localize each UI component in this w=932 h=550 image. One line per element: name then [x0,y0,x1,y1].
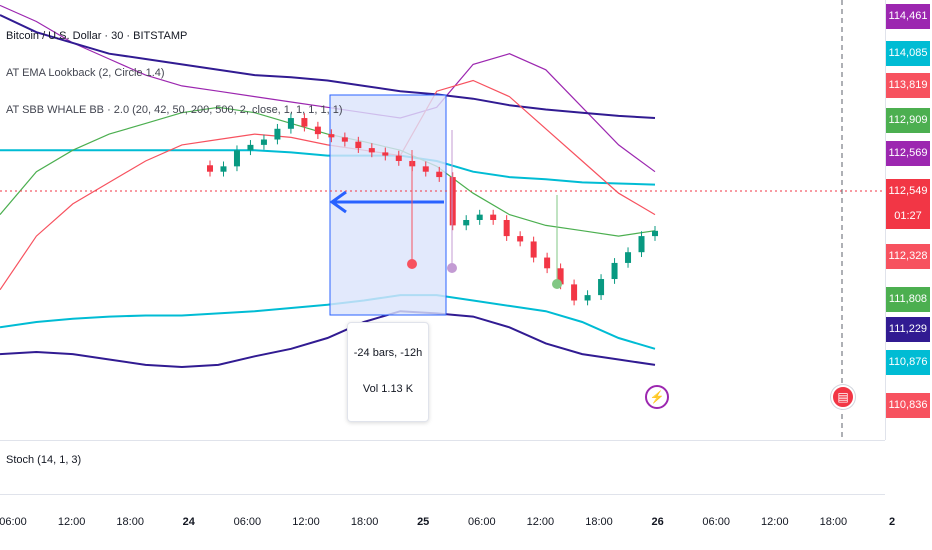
candle-body [544,257,551,269]
time-tick-label: 06:00 [702,516,730,528]
candle-body [611,262,618,280]
candle-body [638,236,645,253]
candle-body [274,128,281,140]
band-line-navy [0,14,656,119]
indicator-bb-legend[interactable]: AT SBB WHALE BB · 2.0 (20, 42, 50, 200, … [6,104,343,116]
candle-body [395,155,402,161]
band-line-navy2 [0,310,656,369]
candle-body [571,284,578,301]
candle-body [207,165,213,172]
candle-body [517,236,524,242]
candle-body [368,148,375,153]
pane-separator[interactable] [0,440,885,441]
symbol-title: Bitcoin / U.S. Dollar · 30 · BITSTAMP [6,30,188,42]
stoch-legend[interactable]: Stoch (14, 1, 3) [6,454,82,466]
price-tag: 01:27 [886,204,930,229]
us-flag-icon[interactable]: ▤ [831,385,855,409]
time-tick-label: 12:00 [526,516,555,528]
measure-volume-text: Vol 1.13 K [362,383,414,395]
band-line-green [0,106,656,237]
candle-body [449,177,456,226]
candle-body [355,141,362,149]
candle-body [598,279,605,296]
measure-arrowhead [329,190,347,214]
time-tick-label: 12:00 [57,516,86,528]
bollinger-bands [0,4,656,369]
price-tag: 111,229 [886,317,930,342]
candle-body [503,220,510,237]
price-tag: 110,876 [886,350,930,375]
time-tick-label: 06:00 [468,516,496,528]
candle-body [382,152,389,156]
candle-body [328,134,335,138]
time-tick-label: 06:00 [233,516,262,528]
candle-body [530,241,537,258]
price-tag: 111,808 [886,287,930,312]
time-scale-border [0,494,885,495]
measure-tooltip: -24 bars, -12h Vol 1.13 K [347,322,429,422]
candle-body [287,118,294,129]
measure-bars-text: -24 bars, -12h [353,347,423,359]
candle-body [341,137,348,142]
price-tag: 112,549 [886,179,930,204]
candle-body [436,171,443,178]
time-tick-label: 26 [651,516,664,528]
candle-body [490,214,497,220]
time-tick-label: 12:00 [292,516,320,528]
price-tag: 110,836 [886,393,930,418]
candle-body [476,214,483,220]
price-tag: 114,461 [886,4,930,29]
time-tick-label: 24 [182,516,195,528]
candle-body [247,144,254,151]
measure-box [329,94,447,316]
time-tick-label: 06:00 [0,516,27,528]
time-tick-label: 25 [417,516,430,528]
price-tag: 112,328 [886,244,930,269]
band-line-red [0,79,656,291]
candles [207,113,658,306]
candle-body [301,118,308,127]
candle-body [584,295,591,301]
price-tag: 114,085 [886,41,930,66]
candle-body [220,166,227,172]
band-line-cyan [0,149,656,186]
candle-body [314,126,321,135]
candle-body [233,150,240,167]
signal-dot-red [407,259,417,269]
candle-body [625,252,632,263]
price-tag: 112,569 [886,141,930,166]
price-tag: 112,909 [886,108,930,133]
signal-dot-purple [447,263,457,273]
time-tick-label: 2 [888,516,896,528]
candle-body [652,230,658,237]
indicator-ema-legend[interactable]: AT EMA Lookback (2, Circle 1.4) [6,67,165,79]
time-tick-label: 18:00 [350,516,379,528]
time-tick-label: 18:00 [116,516,144,528]
candle-body [557,268,564,285]
candle-body [260,139,267,145]
candle-body [463,220,470,226]
signal-dot-green [552,279,562,289]
lightning-icon[interactable]: ⚡ [645,385,669,409]
candle-body [422,166,429,172]
time-tick-label: 18:00 [819,516,848,528]
time-tick-label: 12:00 [761,516,789,528]
band-line-cyan2 [0,294,656,350]
price-tag: 113,819 [886,73,930,98]
band-line-purple [0,4,656,173]
time-tick-label: 18:00 [585,516,613,528]
